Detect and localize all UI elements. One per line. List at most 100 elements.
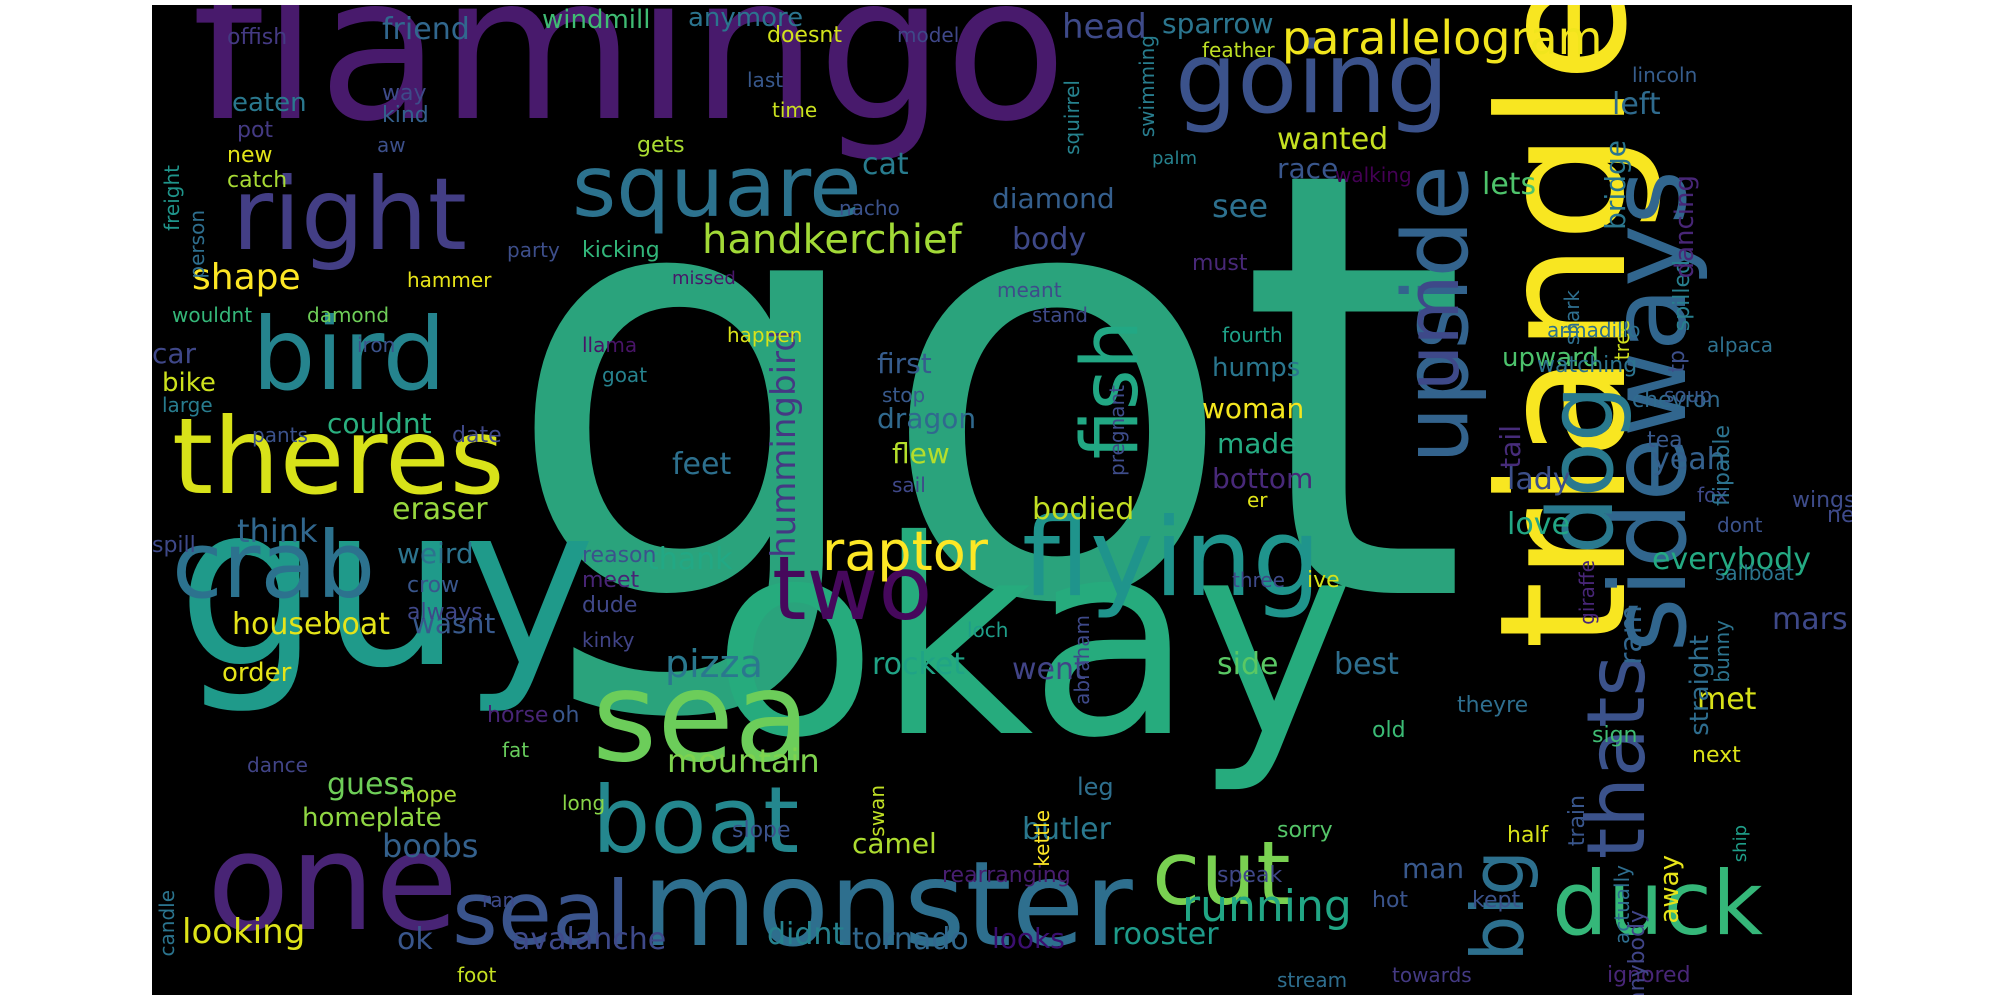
word-model: model xyxy=(897,23,960,47)
word-side: side xyxy=(1217,647,1279,682)
word-armadillo: armadillo xyxy=(1547,318,1641,342)
word-nacho: nacho xyxy=(839,196,900,220)
word-tail: tail xyxy=(1494,425,1527,469)
word-lets: lets xyxy=(1482,167,1537,202)
word-left: left xyxy=(1612,87,1661,122)
word-gets: gets xyxy=(637,133,685,158)
word-raptor: raptor xyxy=(822,520,988,583)
word-friend: friend xyxy=(382,12,470,47)
word-three: three xyxy=(1232,568,1285,592)
word-dancing: dancing xyxy=(1670,175,1700,279)
word-boobs: boobs xyxy=(382,827,479,865)
word-looks: looks xyxy=(992,922,1065,955)
word-anybody: anybody xyxy=(1625,910,1650,995)
word-couldnt: couldnt xyxy=(327,407,432,440)
word-weird: weird xyxy=(397,537,474,570)
word-fourth: fourth xyxy=(1222,323,1283,347)
word-llama: llama xyxy=(582,333,638,357)
word-towards: towards xyxy=(1392,963,1472,987)
word-flipable: flipable xyxy=(1710,425,1735,507)
word-swimming: swimming xyxy=(1135,35,1159,138)
word-new: new xyxy=(227,143,273,168)
word-horse: horse xyxy=(487,703,549,728)
word-offish: offish xyxy=(227,25,288,50)
word-must: must xyxy=(1192,251,1248,276)
word-parallelogram: parallelogram xyxy=(1282,11,1603,65)
word-boat: boat xyxy=(592,767,800,874)
word-order: order xyxy=(222,658,292,688)
word-way: way xyxy=(382,81,427,106)
word-ran: ran xyxy=(482,888,516,912)
word-feet: feet xyxy=(672,447,732,482)
word-thank: thank xyxy=(647,542,733,577)
word-always: always xyxy=(407,600,483,625)
word-tea: tea xyxy=(1647,428,1683,453)
word-seal: seal xyxy=(452,862,631,965)
word-flew: flew xyxy=(892,437,950,470)
word-handkerchief: handkerchief xyxy=(702,217,962,263)
word-candle: candle xyxy=(155,890,179,957)
word-flamingo: flamingo xyxy=(192,5,1067,166)
word-got: got xyxy=(502,46,1469,733)
word-wasnt: wasnt xyxy=(412,607,496,640)
word-er: er xyxy=(1247,488,1268,512)
word-goat: goat xyxy=(602,363,648,387)
word-man: man xyxy=(1402,852,1465,885)
word-kept: kept xyxy=(1472,888,1521,913)
word-fox: fox xyxy=(1697,483,1728,507)
word-going: going xyxy=(1175,22,1449,136)
word-best: best xyxy=(1334,647,1399,682)
word-shape: shape xyxy=(192,257,301,298)
word-body: body xyxy=(1012,222,1087,257)
word-watching: watching xyxy=(1537,353,1638,378)
word-ram: ram xyxy=(1614,605,1649,665)
word-sea: sea xyxy=(592,645,811,790)
word-lady: lady xyxy=(1507,462,1571,497)
word-leg: leg xyxy=(1077,773,1114,801)
word-damond: damond xyxy=(307,303,390,327)
word-aw: aw xyxy=(377,133,406,157)
word-missed: missed xyxy=(672,268,736,289)
word-old: old xyxy=(1372,718,1406,743)
word-mars: mars xyxy=(1772,602,1848,637)
word-hot: hot xyxy=(1372,888,1409,913)
word-catch: catch xyxy=(227,168,288,193)
word-pot: pot xyxy=(237,118,274,143)
word-two: two xyxy=(772,537,933,640)
word-rocket: rocket xyxy=(872,647,966,682)
word-fat: fat xyxy=(502,738,530,762)
word-bridge: bridge xyxy=(1599,140,1632,230)
word-rooster: rooster xyxy=(1112,917,1219,952)
word-wouldnt: wouldnt xyxy=(172,303,253,327)
word-square: square xyxy=(572,138,862,237)
word-happen: happen xyxy=(727,323,803,347)
word-guy: guy xyxy=(177,456,596,718)
word-kicking: kicking xyxy=(582,238,660,263)
word-anymore: anymore xyxy=(688,5,804,33)
word-ship: ship xyxy=(1730,825,1751,863)
word-car: car xyxy=(152,337,197,370)
word-ok: ok xyxy=(397,922,433,957)
word-cat: cat xyxy=(862,147,909,182)
word-hummingbird: hummingbird xyxy=(764,330,804,558)
word-see: see xyxy=(1212,187,1269,225)
word-kind: kind xyxy=(382,103,429,128)
word-upward: upward xyxy=(1502,343,1599,373)
word-tp: tp xyxy=(1665,350,1690,373)
word-wings: wings xyxy=(1792,488,1852,513)
word-loch: loch xyxy=(967,618,1009,642)
word-right: right xyxy=(232,156,467,273)
word-meet: meet xyxy=(582,568,640,593)
word-ignored: ignored xyxy=(1607,963,1691,988)
word-guess: guess xyxy=(327,767,415,802)
word-doesnt: doesnt xyxy=(767,23,842,48)
word-stand: stand xyxy=(1032,303,1088,327)
word-meant: meant xyxy=(997,278,1062,302)
word-kinky: kinky xyxy=(582,628,635,652)
word-race: race xyxy=(1277,152,1339,185)
word-eaten: eaten xyxy=(232,88,307,118)
word-sign: sign xyxy=(1592,723,1638,748)
word-walking: walking xyxy=(1335,163,1412,187)
word-sparrow: sparrow xyxy=(1162,7,1274,40)
word-yeah: yeah xyxy=(1652,442,1726,477)
